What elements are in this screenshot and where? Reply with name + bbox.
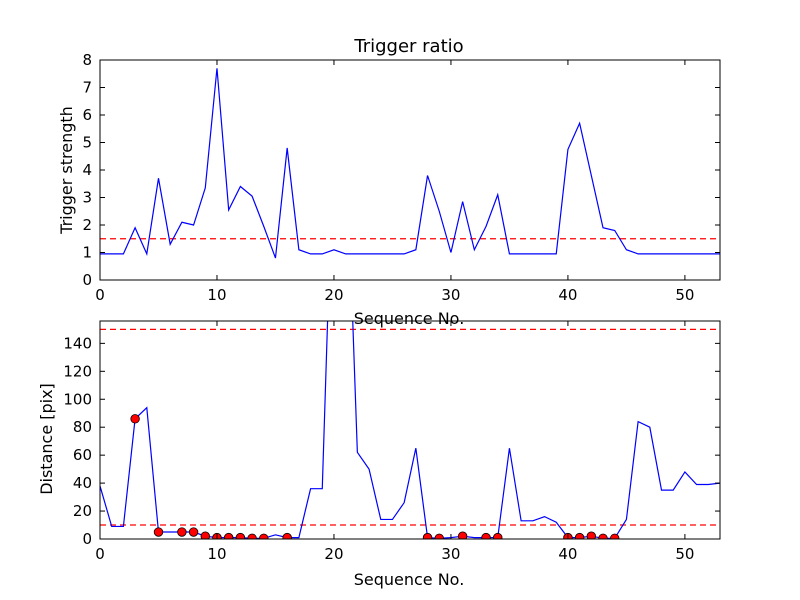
y-tick-label: 2 xyxy=(82,216,92,234)
x-axis-label: Sequence No. xyxy=(354,570,465,589)
y-tick-label: 120 xyxy=(63,362,92,380)
x-tick-label: 50 xyxy=(675,286,694,304)
plot-frame xyxy=(99,320,721,540)
data-point xyxy=(598,533,608,539)
data-point xyxy=(247,533,257,539)
y-tick-label: 100 xyxy=(63,390,92,408)
y-tick-label: 20 xyxy=(73,502,92,520)
data-point xyxy=(422,532,433,539)
plot-area xyxy=(100,321,720,539)
y-tick-label: 140 xyxy=(63,334,92,352)
data-point xyxy=(586,531,597,539)
y-axis-label: Trigger strength xyxy=(57,106,76,235)
data-point xyxy=(610,533,620,539)
x-tick-label: 40 xyxy=(558,545,577,563)
data-point xyxy=(282,532,292,539)
y-tick-label: 3 xyxy=(82,189,92,207)
y-tick-label: 7 xyxy=(82,79,92,97)
x-tick-label: 0 xyxy=(95,545,105,563)
series-line xyxy=(100,68,720,259)
y-tick-label: 80 xyxy=(73,418,92,436)
data-point xyxy=(177,527,187,537)
x-tick-label: 20 xyxy=(324,545,343,563)
data-point xyxy=(223,532,234,539)
data-point xyxy=(457,531,468,539)
x-tick-label: 10 xyxy=(207,545,226,563)
data-point xyxy=(188,527,199,537)
chart-title: Trigger ratio xyxy=(353,36,463,57)
x-axis-label: Sequence No. xyxy=(354,309,465,328)
data-point xyxy=(434,533,444,539)
y-tick-label: 40 xyxy=(73,474,92,492)
y-tick-label: 6 xyxy=(82,106,92,124)
y-tick-label: 60 xyxy=(73,446,92,464)
trigger-ratio-chart: Trigger ratio Trigger strength Sequence … xyxy=(57,36,721,328)
x-tick-label: 30 xyxy=(441,286,460,304)
data-point xyxy=(574,532,585,539)
distance-chart: Distance [pix] Sequence No. 0 10 20 30 40 50 0… xyxy=(37,320,721,589)
data-point xyxy=(153,527,164,537)
x-tick-label: 10 xyxy=(207,286,226,304)
y-axis-label: Distance [pix] xyxy=(37,383,56,495)
y-tick-label: 0 xyxy=(82,271,92,289)
x-tick-label: 20 xyxy=(324,286,343,304)
data-point xyxy=(481,532,491,539)
y-tick-label: 1 xyxy=(82,244,92,262)
data-point xyxy=(200,531,210,539)
y-tick-label: 5 xyxy=(82,134,92,152)
x-tick-label: 30 xyxy=(441,545,460,563)
data-point xyxy=(493,532,503,539)
x-tick-label: 40 xyxy=(558,286,577,304)
data-point xyxy=(130,414,140,424)
y-tick-label: 0 xyxy=(82,530,92,548)
data-point xyxy=(235,532,246,539)
plot-frame xyxy=(99,59,721,281)
y-tick-label: 8 xyxy=(82,51,92,69)
y-tick-label: 4 xyxy=(82,161,92,179)
x-tick-label: 50 xyxy=(675,545,694,563)
plot-area xyxy=(100,68,720,259)
x-tick-label: 0 xyxy=(95,286,105,304)
data-point xyxy=(259,533,269,539)
